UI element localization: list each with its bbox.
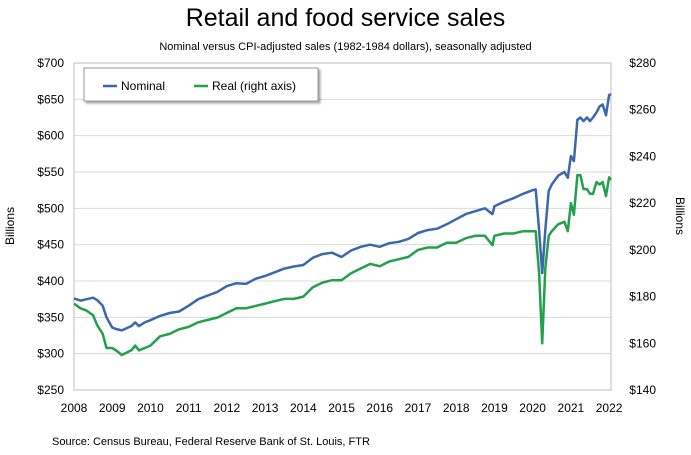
right-axis-title: Billions [673, 197, 687, 235]
left-tick-label: $500 [37, 201, 64, 215]
x-tick-label: 2015 [328, 401, 355, 415]
right-tick-label: $280 [629, 56, 656, 70]
left-tick-label: $350 [37, 310, 64, 324]
series-lines [73, 93, 612, 357]
right-tick-label: $260 [629, 103, 656, 117]
x-tick-label: 2016 [366, 401, 393, 415]
x-tick-label: 2010 [137, 401, 164, 415]
right-axis-ticks: $140 $160 $180 $200 $220 $240 $260 $280 [629, 56, 656, 397]
x-tick-label: 2022 [596, 401, 623, 415]
x-tick-label: 2020 [519, 401, 546, 415]
left-tick-label: $650 [37, 92, 64, 106]
legend: Nominal Real (right axis) [83, 67, 319, 102]
x-tick-label: 2021 [558, 401, 585, 415]
right-tick-label: $180 [629, 290, 656, 304]
legend-label-nominal: Nominal [121, 79, 165, 93]
x-axis-ticks: 2008 2009 2010 2011 2012 2013 2014 2015 2016 2017… [61, 401, 623, 415]
right-tick-label: $140 [629, 383, 656, 397]
left-tick-label: $450 [37, 238, 64, 252]
source-note: Source: Census Bureau, Federal Reserve B… [52, 436, 370, 448]
right-tick-label: $200 [629, 243, 656, 257]
x-tick-label: 2009 [99, 401, 126, 415]
plot-frame [73, 62, 612, 391]
series-line-nominal [73, 93, 612, 332]
legend-box [83, 67, 319, 102]
x-tick-label: 2008 [61, 401, 88, 415]
chart-title: Retail and food service sales [185, 4, 506, 32]
x-tick-label: 2017 [405, 401, 432, 415]
right-tick-label: $220 [629, 196, 656, 210]
right-tick-label: $240 [629, 149, 656, 163]
x-tick-label: 2018 [443, 401, 470, 415]
x-tick-label: 2011 [176, 401, 202, 415]
x-tick-label: 2013 [252, 401, 279, 415]
left-tick-label: $700 [37, 56, 64, 70]
chart-subtitle: Nominal versus CPI-adjusted sales (1982-… [159, 41, 532, 53]
left-tick-label: $250 [37, 383, 64, 397]
left-tick-label: $400 [37, 274, 64, 288]
x-tick-label: 2012 [214, 401, 241, 415]
series-line-real [73, 173, 612, 357]
legend-label-real: Real (right axis) [212, 79, 296, 93]
left-tick-label: $300 [37, 347, 64, 361]
left-axis-ticks: $250 $300 $350 $400 $450 $500 $550 $600 $650 $700 [37, 56, 64, 397]
left-tick-label: $600 [37, 129, 64, 143]
x-tick-label: 2014 [290, 401, 317, 415]
left-axis-title: Billions [3, 207, 17, 245]
x-tick-label: 2019 [481, 401, 508, 415]
right-tick-label: $160 [629, 336, 656, 350]
left-tick-label: $550 [37, 165, 64, 179]
